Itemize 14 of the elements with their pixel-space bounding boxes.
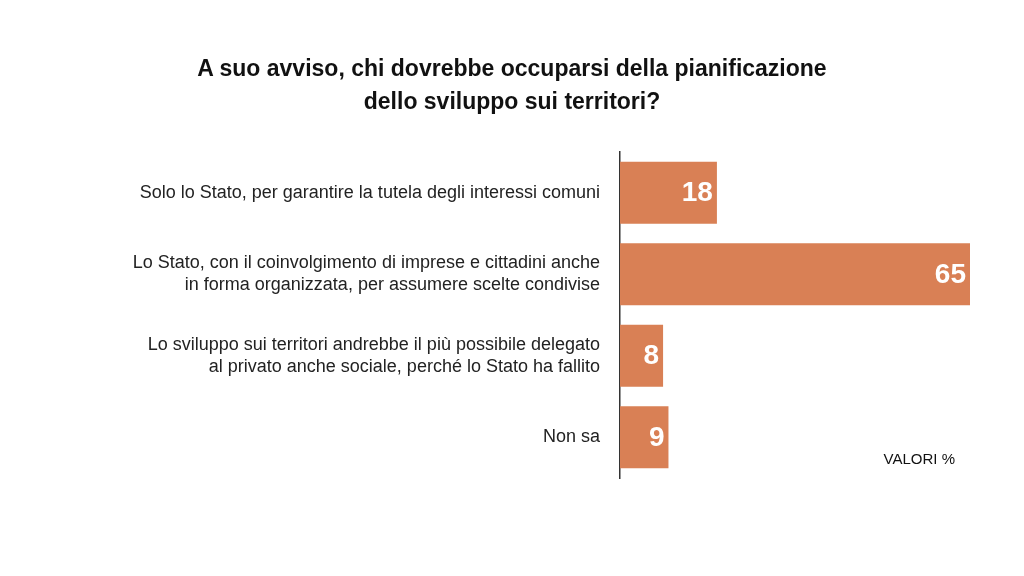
- data-label: 9: [648, 420, 665, 452]
- annotation: VALORI %: [883, 450, 955, 468]
- y-tick-label: Lo Stato, con il coinvolgimento di imprese e cittadini anche in forma organizzata, per assumere scelte condivise: [132, 252, 600, 295]
- data-label: 8: [643, 339, 660, 371]
- bar: [620, 406, 669, 469]
- data-label: 65: [934, 257, 966, 289]
- y-tick-label: Non sa: [542, 426, 601, 447]
- bar: [620, 243, 970, 306]
- bar: [620, 324, 664, 387]
- data-label: 18: [681, 176, 713, 208]
- bar: [620, 161, 717, 224]
- chart-title: A suo avviso, chi dovrebbe occuparsi della pianificazione dello sviluppo sui territori?: [197, 55, 827, 115]
- y-tick-label: Solo lo Stato, per garantire la tutela degli interessi comuni: [139, 181, 600, 202]
- y-tick-label: Lo sviluppo sui territori andrebbe il più possibile delegato al privato anche sociale, perché lo Stato ha fallito: [147, 333, 600, 376]
